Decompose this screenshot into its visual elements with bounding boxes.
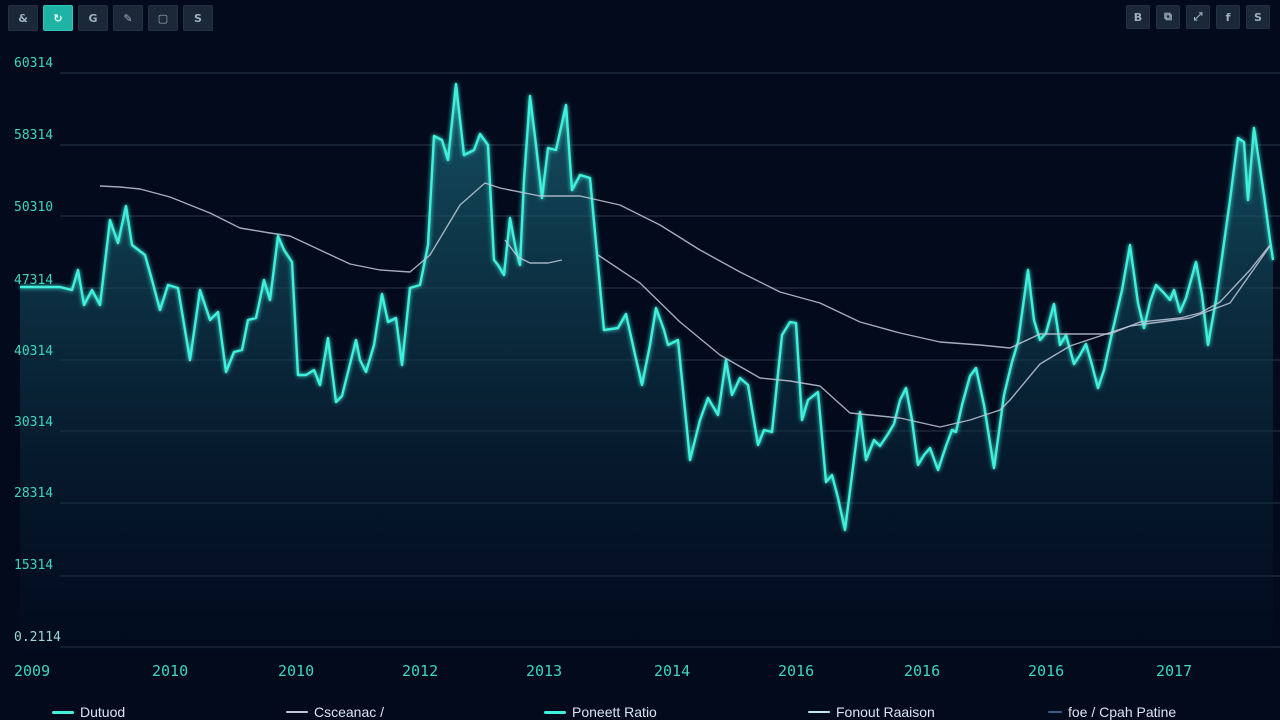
x-tick-label: 2013 xyxy=(526,662,563,680)
legend-item-foe-cpah-patine[interactable]: foe / Cpah Patine xyxy=(1048,704,1176,720)
x-tick-label: 2016 xyxy=(778,662,815,680)
legend-item-csceanac[interactable]: Csceanac / xyxy=(286,704,384,720)
chart-type-icon[interactable]: G xyxy=(78,5,108,31)
draw-icon[interactable]: ✎ xyxy=(113,5,143,31)
legend-swatch xyxy=(808,711,830,713)
legend-swatch xyxy=(1048,711,1062,713)
series-lines xyxy=(20,82,1275,532)
legend-item-fonout-raaison[interactable]: Fonout Raaison xyxy=(808,704,935,720)
fullscreen-icon[interactable]: ⤢ xyxy=(1186,5,1210,29)
legend-label: Fonout Raaison xyxy=(836,704,935,720)
y-tick-label: 28314 xyxy=(14,486,54,501)
legend-label: Dutuod xyxy=(80,704,126,720)
y-tick-label: 0.2114 xyxy=(14,630,61,645)
pan-icon[interactable]: & xyxy=(8,5,38,31)
x-tick-label: 2014 xyxy=(654,662,691,680)
chart-legend: Dutuod Csceanac / Poneett Ratio Fonout R… xyxy=(0,704,1280,720)
compare-icon[interactable]: ⧉ xyxy=(1156,5,1180,29)
zoom-icon[interactable]: ▢ xyxy=(148,5,178,31)
toolbar-left: & ↻ G ✎ ▢ S xyxy=(8,5,213,31)
legend-item-poneett-ratio[interactable]: Poneett Ratio xyxy=(544,704,657,720)
y-tick-label: 40314 xyxy=(14,344,54,359)
x-tick-label: 2012 xyxy=(402,662,439,680)
moving-average-line xyxy=(504,239,563,264)
x-tick-label: 2017 xyxy=(1156,662,1193,680)
save-icon[interactable]: B xyxy=(1126,5,1150,29)
legend-item-dutuod[interactable]: Dutuod xyxy=(52,704,125,720)
price-line xyxy=(20,82,1275,532)
x-tick-label: 2010 xyxy=(278,662,315,680)
toolbar-right: B ⧉ ⤢ f S xyxy=(1126,5,1270,29)
y-tick-label: 47314 xyxy=(14,273,54,288)
legend-label: Poneett Ratio xyxy=(572,704,657,720)
moving-average-line xyxy=(597,245,1271,428)
indicator-icon[interactable]: f xyxy=(1216,5,1240,29)
refresh-icon[interactable]: ↻ xyxy=(43,5,73,31)
x-tick-label: 2009 xyxy=(14,662,51,680)
y-tick-label: 30314 xyxy=(14,415,54,430)
y-tick-label: 15314 xyxy=(14,558,54,573)
share-icon[interactable]: S xyxy=(1246,5,1270,29)
settings-icon[interactable]: S xyxy=(183,5,213,31)
x-tick-label: 2010 xyxy=(152,662,189,680)
y-tick-label: 58314 xyxy=(14,128,54,143)
legend-swatch xyxy=(544,710,566,714)
legend-label: Csceanac / xyxy=(314,704,385,720)
legend-swatch xyxy=(52,710,74,714)
y-tick-label: 50310 xyxy=(14,200,54,215)
y-tick-label: 60314 xyxy=(14,56,54,71)
legend-swatch xyxy=(286,711,308,713)
legend-label: foe / Cpah Patine xyxy=(1068,704,1177,720)
x-tick-label: 2016 xyxy=(1028,662,1065,680)
x-tick-label: 2016 xyxy=(904,662,941,680)
